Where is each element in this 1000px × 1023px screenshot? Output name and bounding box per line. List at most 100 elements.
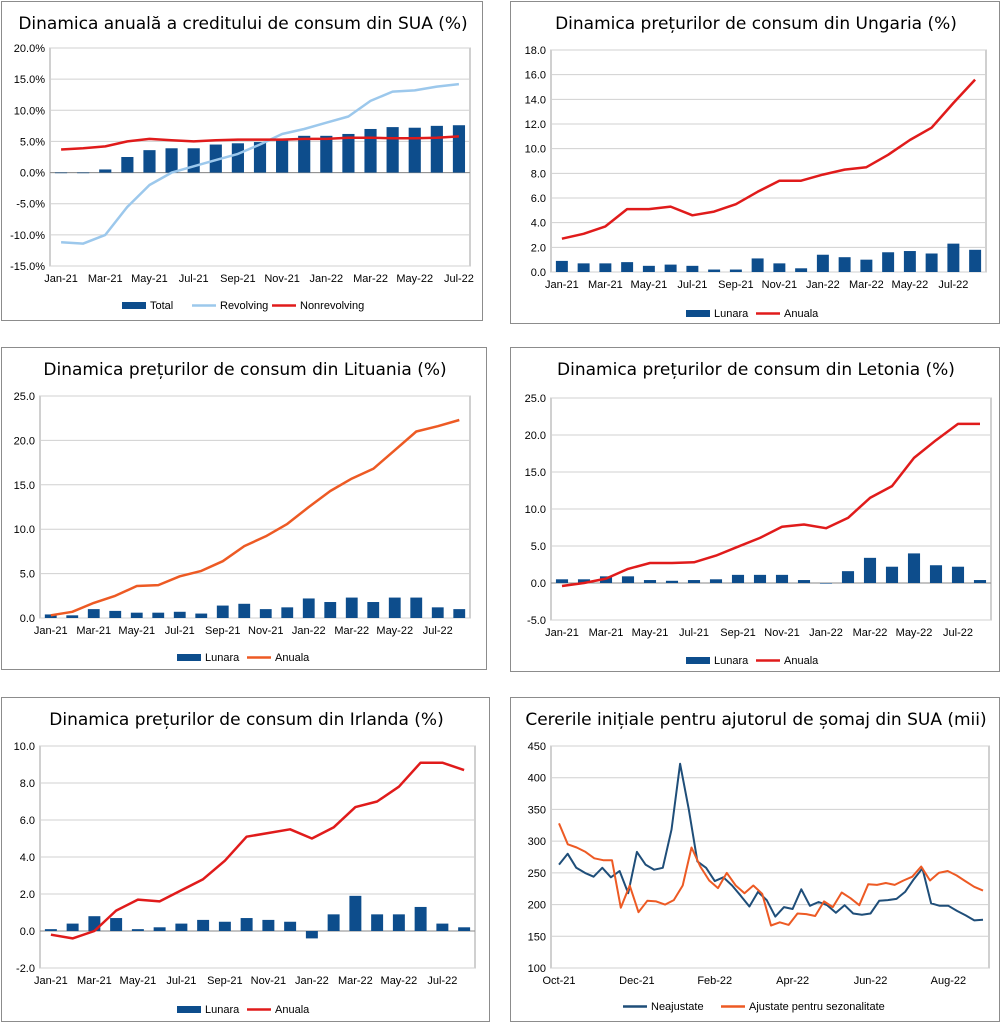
bar-lunara (838, 257, 851, 272)
y-tick-label: -2.0 (16, 963, 35, 975)
x-tick-label: Sep-21 (718, 279, 753, 291)
x-tick-label: Nov-21 (764, 627, 799, 639)
bar-total (342, 133, 355, 173)
x-tick-label: Jan-22 (292, 625, 326, 637)
y-tick-label: 20.0 (14, 435, 35, 447)
y-tick-label: -5.0% (16, 199, 45, 211)
chart-lithuania: Dinamica prețurilor de consum din Lituan… (14, 360, 471, 664)
bar-lunara (642, 265, 655, 272)
y-tick-label: -15.0% (10, 261, 45, 273)
x-tick-label: Jul-21 (679, 627, 709, 639)
x-tick-label: Oct-21 (542, 975, 575, 987)
y-tick-label: 2.0 (531, 242, 546, 254)
bar-lunara (775, 574, 789, 583)
series-line-0 (50, 761, 465, 940)
bar-lunara (195, 613, 208, 618)
y-tick-label: 8.0 (531, 168, 546, 180)
bar-lunara (371, 914, 384, 931)
bar-lunara (819, 583, 833, 584)
bar-lunara (929, 565, 943, 583)
x-tick-label: Sep-21 (205, 625, 240, 637)
bar-lunara (885, 566, 899, 583)
bar-lunara (708, 269, 721, 272)
y-tick-label: 6.0 (20, 815, 35, 827)
x-tick-label: May-21 (118, 625, 155, 637)
bar-lunara (388, 597, 401, 618)
y-tick-label: 10.0 (14, 524, 35, 536)
bar-lunara (44, 614, 57, 618)
chart-title: Dinamica prețurilor de consum din Irland… (49, 710, 443, 730)
x-tick-label: Jan-22 (809, 627, 843, 639)
y-tick-label: 100 (528, 963, 546, 975)
x-tick-label: May-22 (892, 279, 929, 291)
legend-label: Revolving (220, 300, 268, 312)
y-tick-label: 15.0 (14, 480, 35, 492)
y-tick-label: 6.0 (531, 193, 546, 205)
x-tick-label: Nov-21 (248, 625, 283, 637)
bar-lunara (795, 268, 808, 272)
x-tick-label: May-22 (896, 627, 933, 639)
y-tick-label: 10.0 (525, 144, 546, 156)
bar-lunara (44, 929, 57, 931)
bar-lunara (259, 609, 272, 618)
legend-label: Lunara (205, 1004, 240, 1016)
bar-total (231, 143, 244, 173)
x-tick-label: Jan-21 (34, 975, 68, 987)
chart-panel-us-jobless: Cererile inițiale pentru ajutorul de șom… (510, 697, 1000, 1022)
y-tick-label: 10.0% (14, 105, 45, 117)
legend-label: Lunara (714, 308, 749, 320)
bar-lunara (951, 566, 965, 583)
bar-lunara (110, 918, 123, 931)
bar-lunara (731, 574, 745, 583)
plot-area (39, 395, 471, 619)
chart-panel-lithuania: Dinamica prețurilor de consum din Lituan… (1, 347, 487, 670)
bar-lunara (925, 253, 938, 272)
bar-lunara (907, 553, 921, 583)
legend-label: Ajustate pentru sezonalitate (749, 1001, 885, 1013)
bar-total (298, 135, 311, 173)
y-tick-label: -10.0% (10, 230, 45, 242)
x-tick-label: Nov-21 (264, 273, 299, 285)
bar-lunara (302, 598, 315, 618)
x-tick-label: Jan-22 (295, 975, 329, 987)
bar-total (143, 150, 156, 173)
y-tick-label: 4.0 (531, 218, 546, 230)
bar-total (99, 169, 112, 173)
x-tick-label: Aug-22 (931, 975, 966, 987)
bar-lunara (973, 580, 987, 583)
bar-lunara (436, 923, 449, 931)
chart-us-jobless: Cererile inițiale pentru ajutorul de șom… (525, 710, 990, 1013)
bar-lunara (392, 914, 405, 931)
bar-lunara (197, 919, 210, 931)
chart-panel-latvia: Dinamica prețurilor de consum din Letoni… (510, 347, 1000, 672)
x-tick-label: May-21 (131, 273, 168, 285)
y-tick-label: 4.0 (20, 852, 35, 864)
x-tick-label: Jan-21 (44, 273, 78, 285)
x-tick-label: Sep-21 (220, 273, 255, 285)
chart-title: Dinamica anuală a creditului de consum d… (18, 14, 467, 34)
y-tick-label: 0.0 (531, 578, 546, 590)
bar-lunara (860, 259, 873, 272)
legend-label: Anuala (784, 308, 819, 320)
x-tick-label: Mar-21 (77, 975, 112, 987)
bar-lunara (238, 603, 251, 618)
x-tick-label: May-21 (631, 279, 668, 291)
bar-total (165, 148, 178, 173)
legend-swatch (686, 657, 710, 664)
bar-lunara (621, 262, 634, 272)
bar-lunara (152, 612, 165, 618)
bar-lunara (458, 927, 471, 931)
bar-lunara (284, 921, 297, 931)
series-line-0 (50, 418, 460, 617)
bar-lunara (687, 580, 701, 583)
x-tick-label: Nov-21 (251, 975, 286, 987)
legend-swatch (122, 302, 146, 309)
x-tick-label: Nov-21 (762, 279, 797, 291)
bar-lunara (327, 914, 340, 931)
bar-lunara (131, 929, 144, 931)
bar-total (452, 125, 466, 173)
x-tick-label: May-22 (381, 975, 418, 987)
bar-lunara (555, 260, 568, 272)
bar-total (253, 142, 267, 173)
bar-lunara (621, 576, 635, 583)
